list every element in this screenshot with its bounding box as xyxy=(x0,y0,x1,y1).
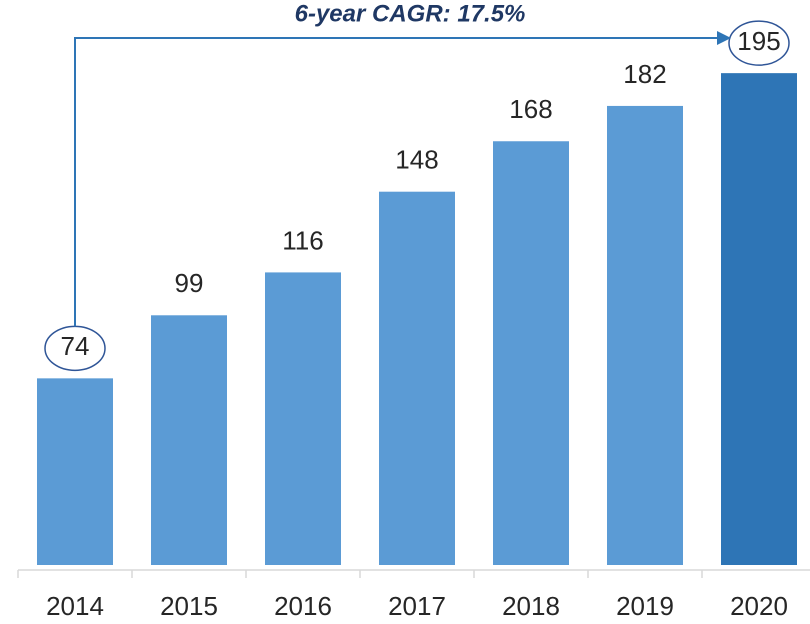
value-label: 116 xyxy=(282,225,323,255)
x-tick-label: 2014 xyxy=(46,591,104,621)
value-label: 168 xyxy=(509,94,552,124)
value-label: 148 xyxy=(395,145,438,175)
cagr-arrow xyxy=(74,37,719,327)
x-tick-label: 2019 xyxy=(616,591,674,621)
value-label: 99 xyxy=(175,268,204,298)
bar xyxy=(151,315,227,565)
cagr-annotation: 6-year CAGR: 17.5% xyxy=(295,0,526,27)
x-tick-label: 2020 xyxy=(730,591,788,621)
bar xyxy=(721,73,797,565)
x-tick-label: 2016 xyxy=(274,591,332,621)
bar xyxy=(265,272,341,565)
value-label: 195 xyxy=(737,26,780,56)
bar xyxy=(607,105,683,565)
x-tick-label: 2018 xyxy=(502,591,560,621)
x-tick-label: 2015 xyxy=(160,591,218,621)
value-label: 74 xyxy=(61,331,90,361)
arrow-head xyxy=(717,31,731,45)
bar xyxy=(379,191,455,566)
bar xyxy=(37,378,113,565)
highlight-circle xyxy=(728,20,790,66)
bar xyxy=(493,141,569,565)
value-label: 182 xyxy=(623,59,666,89)
x-tick-label: 2017 xyxy=(388,591,446,621)
